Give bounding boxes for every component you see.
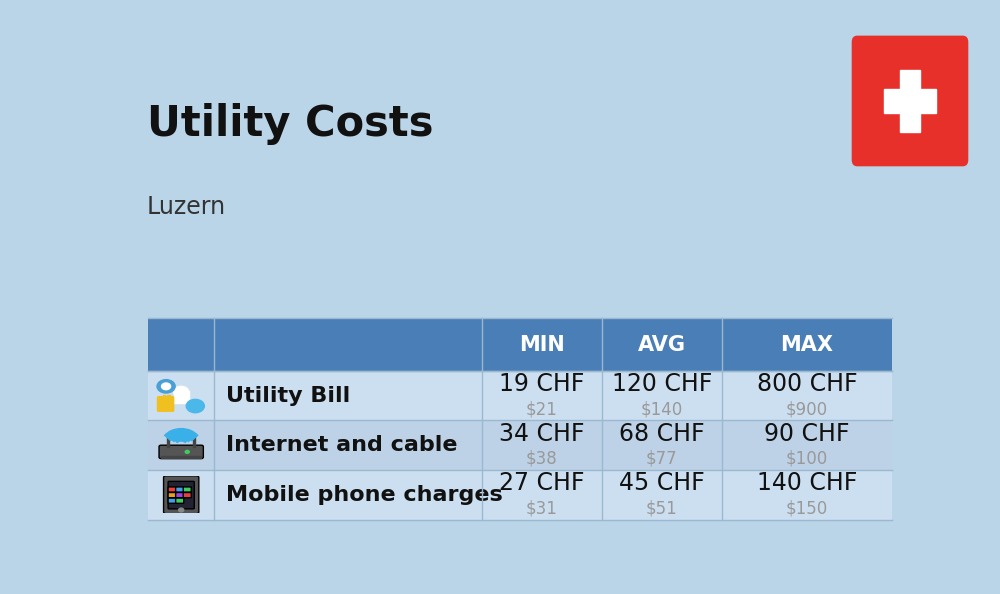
- Text: AVG: AVG: [638, 334, 686, 355]
- Text: 90 CHF: 90 CHF: [764, 422, 850, 446]
- Text: $38: $38: [526, 450, 557, 468]
- Text: $31: $31: [526, 500, 558, 517]
- Bar: [884, 89, 936, 113]
- FancyBboxPatch shape: [168, 481, 194, 509]
- Bar: [148, 371, 892, 421]
- Bar: [174, 391, 189, 403]
- Bar: [167, 435, 169, 447]
- FancyBboxPatch shape: [176, 492, 184, 498]
- Text: 140 CHF: 140 CHF: [757, 471, 857, 495]
- Text: 800 CHF: 800 CHF: [757, 372, 857, 396]
- Bar: [148, 470, 892, 520]
- FancyBboxPatch shape: [164, 476, 199, 514]
- FancyBboxPatch shape: [168, 487, 176, 492]
- Text: 19 CHF: 19 CHF: [499, 372, 584, 396]
- Text: 68 CHF: 68 CHF: [619, 422, 704, 446]
- Text: MIN: MIN: [519, 334, 564, 355]
- Text: $51: $51: [646, 500, 678, 517]
- Text: Utility Costs: Utility Costs: [147, 103, 433, 146]
- Circle shape: [179, 508, 184, 512]
- Bar: [900, 69, 920, 132]
- FancyBboxPatch shape: [176, 498, 184, 503]
- Circle shape: [185, 450, 189, 453]
- FancyBboxPatch shape: [159, 445, 203, 459]
- FancyBboxPatch shape: [168, 492, 176, 498]
- Text: 120 CHF: 120 CHF: [612, 372, 712, 396]
- Circle shape: [186, 399, 204, 413]
- Text: $21: $21: [526, 400, 558, 418]
- FancyBboxPatch shape: [158, 397, 174, 411]
- FancyBboxPatch shape: [168, 498, 176, 503]
- Bar: [148, 421, 892, 470]
- Bar: [148, 318, 892, 371]
- Text: MAX: MAX: [780, 334, 834, 355]
- Text: $900: $900: [786, 400, 828, 418]
- FancyBboxPatch shape: [176, 487, 184, 492]
- Circle shape: [174, 386, 189, 397]
- Circle shape: [157, 380, 175, 393]
- Circle shape: [162, 383, 171, 390]
- Text: Utility Bill: Utility Bill: [226, 386, 350, 406]
- Text: $140: $140: [641, 400, 683, 418]
- Text: $100: $100: [786, 450, 828, 468]
- Text: $150: $150: [786, 500, 828, 517]
- Bar: [193, 435, 195, 447]
- Text: Mobile phone charges: Mobile phone charges: [226, 485, 503, 505]
- Text: 45 CHF: 45 CHF: [619, 471, 705, 495]
- FancyBboxPatch shape: [183, 492, 191, 498]
- FancyBboxPatch shape: [852, 36, 968, 166]
- Text: 27 CHF: 27 CHF: [499, 471, 584, 495]
- Bar: [167, 395, 170, 399]
- Text: 34 CHF: 34 CHF: [499, 422, 584, 446]
- Bar: [161, 456, 201, 458]
- Text: $77: $77: [646, 450, 678, 468]
- Bar: [163, 395, 165, 399]
- Text: Internet and cable: Internet and cable: [226, 435, 457, 455]
- FancyBboxPatch shape: [183, 487, 191, 492]
- Text: Luzern: Luzern: [147, 195, 226, 219]
